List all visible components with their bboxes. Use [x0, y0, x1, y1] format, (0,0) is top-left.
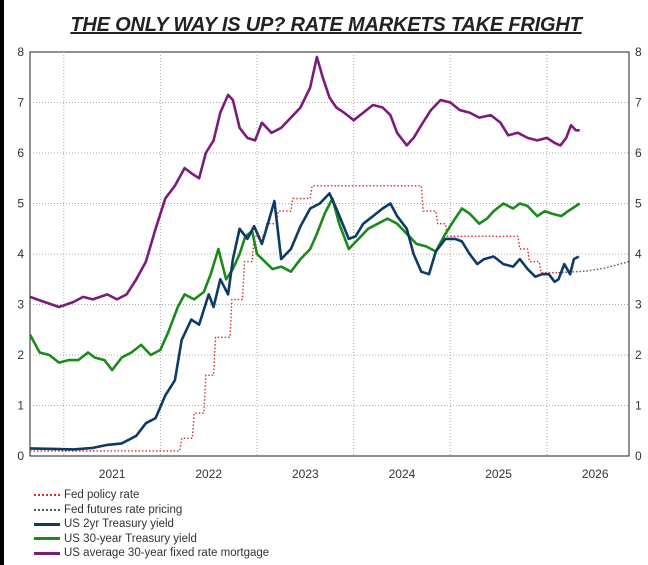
y-tick-label-left: 2	[17, 348, 24, 362]
legend-item: Fed futures rate pricing	[34, 503, 269, 518]
series-line-us-2yr-treasury-yield	[29, 192, 580, 451]
legend-swatch	[34, 508, 60, 511]
line-chart: 0 1 2 3 4 5 6 7 8 0 1 2 3 4 5 6 7 8 2021 2022 2023 2024 2025 20…	[17, 45, 642, 481]
y-tick-label-left: 1	[17, 399, 24, 413]
chart-legend: Fed policy rate Fed futures rate pricing…	[34, 488, 269, 561]
y-tick-label-right: 7	[635, 96, 642, 110]
y-tick-label-right: 4	[635, 247, 642, 261]
x-tick-label: 2026	[582, 467, 609, 481]
y-tick-label-left: 3	[17, 298, 24, 312]
y-tick-label-right: 2	[635, 348, 642, 362]
plot-frame	[29, 51, 630, 457]
legend-label: Fed futures rate pricing	[64, 503, 183, 516]
y-tick-label-left: 4	[17, 247, 24, 261]
legend-swatch	[34, 551, 60, 555]
legend-swatch	[34, 494, 60, 497]
y-tick-label-right: 5	[635, 197, 642, 211]
y-tick-label-left: 6	[17, 146, 24, 160]
series-line-fed-policy-rate	[30, 185, 559, 452]
legend-label: US average 30-year fixed rate mortgage	[64, 547, 270, 560]
legend-item: US average 30-year fixed rate mortgage	[34, 546, 269, 561]
x-tick-label: 2024	[389, 467, 416, 481]
y-tick-label-right: 0	[635, 449, 642, 463]
legend-label: US 30-year Treasury yield	[64, 532, 197, 545]
y-tick-label-right: 3	[635, 298, 642, 312]
y-tick-label-right: 1	[635, 399, 642, 413]
legend-swatch	[34, 537, 60, 541]
legend-label: Fed policy rate	[64, 489, 140, 502]
y-tick-label-left: 0	[17, 449, 24, 463]
y-tick-label-left: 8	[17, 45, 24, 59]
x-tick-label: 2023	[292, 467, 319, 481]
x-tick-label: 2025	[485, 467, 512, 481]
chart-canvas: THE ONLY WAY IS UP? RATE MARKETS TAKE FR…	[4, 0, 648, 565]
legend-label: US 2yr Treasury yield	[64, 518, 174, 531]
series-line-us-30-year-treasury-yield	[28, 197, 581, 372]
series-line-us-average-30-year-fixed-rate-mortgage	[29, 55, 580, 309]
chart-title: THE ONLY WAY IS UP? RATE MARKETS TAKE FR…	[70, 14, 582, 36]
y-tick-label-left: 7	[17, 96, 24, 110]
y-tick-label-right: 8	[635, 45, 642, 59]
y-tick-label-left: 5	[17, 197, 24, 211]
x-tick-label: 2021	[99, 467, 126, 481]
y-tick-label-right: 6	[635, 146, 642, 160]
legend-item: Fed policy rate	[34, 488, 269, 503]
legend-item: US 2yr Treasury yield	[34, 517, 269, 532]
legend-item: US 30-year Treasury yield	[34, 532, 269, 547]
x-tick-label: 2022	[195, 467, 222, 481]
legend-swatch	[34, 522, 60, 526]
